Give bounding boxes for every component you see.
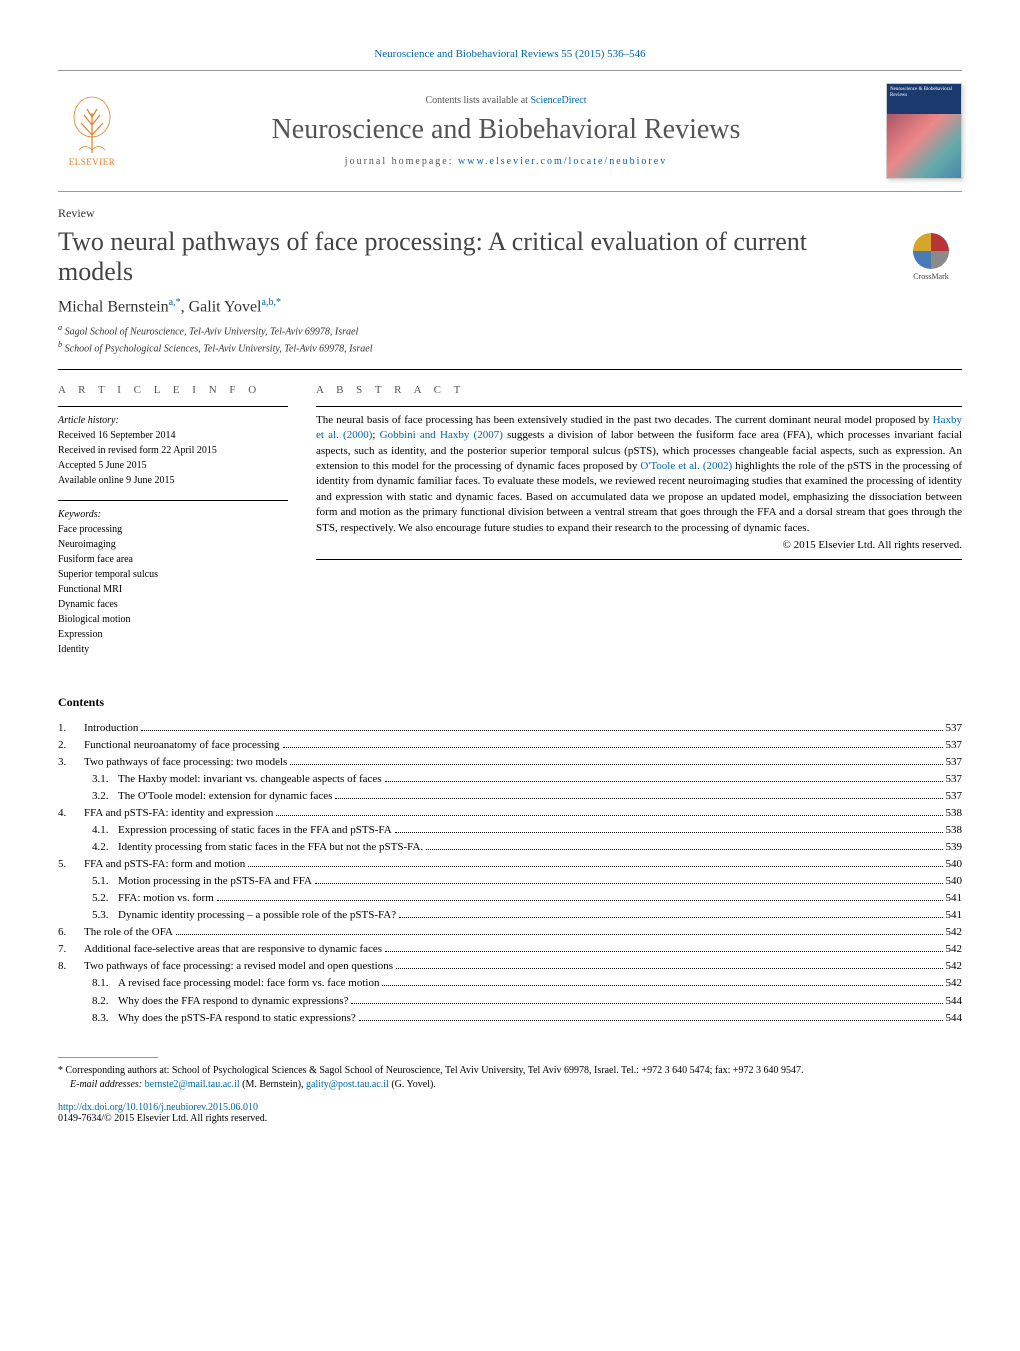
- toc-entry[interactable]: 6.The role of the OFA542: [58, 924, 962, 941]
- keyword: Identity: [58, 642, 288, 657]
- toc-entry[interactable]: 8.2.Why does the FFA respond to dynamic …: [58, 993, 962, 1010]
- affil-row: b School of Psychological Sciences, Tel-…: [58, 339, 962, 356]
- keyword: Fusiform face area: [58, 552, 288, 567]
- affil-row: a Sagol School of Neuroscience, Tel-Aviv…: [58, 322, 962, 339]
- affiliations: a Sagol School of Neuroscience, Tel-Aviv…: [58, 322, 962, 357]
- article-title: Two neural pathways of face processing: …: [58, 227, 900, 287]
- toc-entry[interactable]: 2.Functional neuroanatomy of face proces…: [58, 737, 962, 754]
- toc-entry[interactable]: 4.2.Identity processing from static face…: [58, 839, 962, 856]
- abstract-copyright: © 2015 Elsevier Ltd. All rights reserved…: [316, 539, 962, 551]
- keyword: Neuroimaging: [58, 537, 288, 552]
- keyword: Biological motion: [58, 612, 288, 627]
- article-type: Review: [58, 206, 962, 221]
- author-1[interactable]: Michal Bernstein: [58, 298, 169, 315]
- email-2[interactable]: gality@post.tau.ac.il: [306, 1079, 389, 1090]
- toc-entry[interactable]: 3.1.The Haxby model: invariant vs. chang…: [58, 771, 962, 788]
- keyword: Expression: [58, 627, 288, 642]
- issn-copyright: 0149-7634/© 2015 Elsevier Ltd. All right…: [58, 1113, 962, 1124]
- citation-link[interactable]: Neuroscience and Biobehavioral Reviews 5…: [374, 48, 645, 60]
- article-info-heading: A R T I C L E I N F O: [58, 384, 288, 396]
- contents-lists: Contents lists available at ScienceDirec…: [136, 95, 876, 106]
- crossmark-icon: [913, 233, 949, 269]
- keyword: Face processing: [58, 522, 288, 537]
- toc-entry[interactable]: 5.1.Motion processing in the pSTS-FA and…: [58, 873, 962, 890]
- author-2[interactable]: Galit Yovel: [189, 298, 262, 315]
- toc-entry[interactable]: 4.FFA and pSTS-FA: identity and expressi…: [58, 805, 962, 822]
- cover-image: [887, 114, 961, 178]
- toc-entry[interactable]: 1.Introduction537: [58, 720, 962, 737]
- doi-link[interactable]: http://dx.doi.org/10.1016/j.neubiorev.20…: [58, 1102, 962, 1113]
- toc-entry[interactable]: 3.2.The O'Toole model: extension for dyn…: [58, 788, 962, 805]
- journal-homepage: journal homepage: www.elsevier.com/locat…: [136, 156, 876, 167]
- abstract-column: A B S T R A C T The neural basis of face…: [316, 384, 962, 669]
- toc-entry[interactable]: 8.3.Why does the pSTS-FA respond to stat…: [58, 1010, 962, 1027]
- contents-heading: Contents: [58, 695, 962, 710]
- history-received: Received 16 September 2014: [58, 428, 288, 443]
- toc-entry[interactable]: 5.3.Dynamic identity processing – a poss…: [58, 907, 962, 924]
- toc-entry[interactable]: 8.1.A revised face processing model: fac…: [58, 975, 962, 992]
- elsevier-tree-icon: [67, 95, 117, 155]
- keyword: Functional MRI: [58, 582, 288, 597]
- elsevier-logo[interactable]: ELSEVIER: [58, 95, 126, 167]
- toc-entry[interactable]: 4.1.Expression processing of static face…: [58, 822, 962, 839]
- history-label: Article history:: [58, 413, 288, 428]
- cover-title: Neuroscience & Biobehavioral Reviews: [887, 84, 961, 114]
- authors: Michal Bernsteina,*, Galit Yovela,b,*: [58, 297, 962, 316]
- crossmark-label: CrossMark: [900, 272, 962, 281]
- history-revised: Received in revised form 22 April 2015: [58, 443, 288, 458]
- keyword: Superior temporal sulcus: [58, 567, 288, 582]
- toc-entry[interactable]: 5.FFA and pSTS-FA: form and motion540: [58, 856, 962, 873]
- crossmark-badge[interactable]: CrossMark: [900, 233, 962, 281]
- journal-cover-thumbnail[interactable]: Neuroscience & Biobehavioral Reviews: [886, 83, 962, 179]
- citation-header: Neuroscience and Biobehavioral Reviews 5…: [58, 48, 962, 60]
- abstract-text: The neural basis of face processing has …: [316, 413, 962, 536]
- citation-link[interactable]: O'Toole et al. (2002): [640, 460, 732, 472]
- footnotes: * Corresponding authors at: School of Ps…: [58, 1064, 962, 1092]
- article-info-column: A R T I C L E I N F O Article history: R…: [58, 384, 288, 669]
- keyword: Dynamic faces: [58, 597, 288, 612]
- elsevier-label: ELSEVIER: [58, 157, 126, 167]
- journal-name: Neuroscience and Biobehavioral Reviews: [136, 114, 876, 146]
- abstract-heading: A B S T R A C T: [316, 384, 962, 396]
- toc-entry[interactable]: 7.Additional face-selective areas that a…: [58, 941, 962, 958]
- table-of-contents: 1.Introduction5372.Functional neuroanato…: [58, 720, 962, 1027]
- citation-link[interactable]: Gobbini and Haxby (2007): [380, 429, 503, 441]
- email-1[interactable]: bernste2@mail.tau.ac.il: [145, 1079, 240, 1090]
- toc-entry[interactable]: 3.Two pathways of face processing: two m…: [58, 754, 962, 771]
- history-online: Available online 9 June 2015: [58, 473, 288, 488]
- toc-entry[interactable]: 8.Two pathways of face processing: a rev…: [58, 958, 962, 975]
- history-accepted: Accepted 5 June 2015: [58, 458, 288, 473]
- keywords-label: Keywords:: [58, 507, 288, 522]
- sciencedirect-link[interactable]: ScienceDirect: [530, 95, 586, 106]
- corresponding-author: Corresponding authors at: School of Psyc…: [66, 1065, 804, 1076]
- masthead: ELSEVIER Contents lists available at Sci…: [58, 70, 962, 192]
- homepage-link[interactable]: www.elsevier.com/locate/neubiorev: [458, 156, 667, 167]
- toc-entry[interactable]: 5.2.FFA: motion vs. form541: [58, 890, 962, 907]
